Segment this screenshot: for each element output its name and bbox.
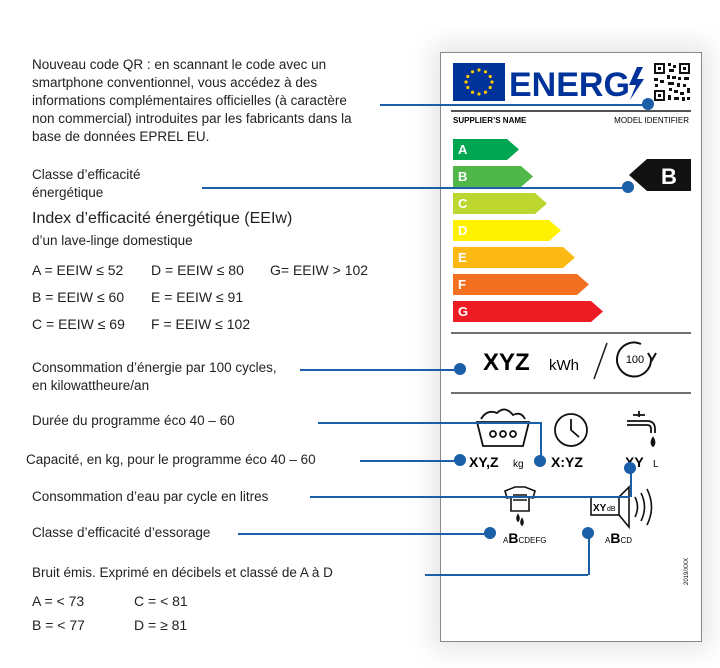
eei-row-2-col-1: B = EEIW ≤ 60 [32,289,125,305]
efficiency-class-connector [202,187,628,189]
spin-class-connector [238,533,490,535]
spin-class-dot [484,527,496,539]
qr-code-dot [642,98,654,110]
energy-class-band-a [453,139,519,160]
noise-dot [582,527,594,539]
noise-row-2-col-1: B = < 77 [32,617,85,633]
noise-connector-vertical [588,533,590,575]
capacity-dot [454,454,466,466]
noise-unit: dB [607,506,616,513]
energy-class-letter-f: F [458,277,466,292]
clock-icon [554,413,588,447]
energy-class-letter-d: D [458,223,467,238]
eu-stars-icon [464,68,494,96]
energy-value: XYZ [483,349,530,376]
energy-consumption-connector [300,369,460,371]
water-tap-icon [627,411,656,448]
energy-class-letter-g: G [458,304,468,319]
water-consumption-description: Consommation d’eau par cycle en litres [32,489,269,504]
energy-class-letter-b: B [458,169,467,184]
cycles-count: 100 [626,354,644,366]
water-consumption-connector-vertical [630,468,632,497]
qr-code-description: Nouveau code QR : en scannant le code av… [32,57,352,144]
energy-consumption-dot [454,363,466,375]
eei-row-1-col-2: D = EEIW ≤ 80 [151,262,244,278]
cycles-icon [616,341,657,378]
energy-class-band-c [453,193,547,214]
noise-description: Bruit émis. Exprimé en décibels et class… [32,565,333,580]
water-consumption-dot [624,462,636,474]
laundry-basket-icon [475,408,531,447]
capacity-value: XY,Z [469,454,499,470]
qr-code-icon [653,62,691,102]
noise-row-1-col-1: A = < 73 [32,593,85,609]
eei-title: Index d’efficacité énergétique (EEIw) [32,210,293,227]
water-consumption-connector [310,496,630,498]
eei-row-3-col-2: F = EEIW ≤ 102 [151,316,251,332]
regulation-number: 2019/XXX [684,558,690,585]
efficiency-class-dot [622,181,634,193]
eei-row-1-col-1: A = EEIW ≤ 52 [32,262,124,278]
eei-row-1-col-3: G= EEIW > 102 [270,262,369,278]
energy-consumption-description: Consommation d’énergie par 100 cycles, e… [32,360,277,393]
spin-class-scale: ABCDEFG [503,530,546,546]
eei-subtitle: d’un lave-linge domestique [32,233,193,248]
spin-class-description: Classe d’efficacité d’essorage [32,525,211,540]
energy-class-letter-c: C [458,196,468,211]
energy-word: ENERG [509,66,630,104]
energy-class-band-b [453,166,533,187]
efficiency-class-description: Classe d’efficacité énergétique [32,167,141,200]
programme-duration-dot [534,455,546,467]
energy-label: ENERG SUPPLIER’S NAME MODEL IDENTIFIER A… [440,52,702,642]
energy-class-band-e [453,247,575,268]
noise-class-scale: ABCD [605,530,632,546]
selected-class-letter: B [661,164,677,189]
noise-row-1-col-2: C = < 81 [134,593,188,609]
noise-row-2-col-2: D = ≥ 81 [134,617,188,633]
water-unit: L [653,459,659,470]
energy-class-band-d [453,220,561,241]
capacity-connector [360,460,460,462]
qr-code-connector [380,104,648,106]
energy-class-band-g [453,301,603,322]
selected-class-indicator: B [629,159,691,191]
eei-row-2-col-2: E = EEIW ≤ 91 [151,289,244,305]
noise-value: XY [593,503,607,514]
programme-duration-connector-vertical [540,422,542,460]
duration-value: X:YZ [551,454,583,470]
energy-class-letter-a: A [458,142,468,157]
programme-duration-connector [318,422,540,424]
energy-class-letter-e: E [458,250,467,265]
noise-connector [425,574,588,576]
capacity-unit: kg [513,459,524,470]
spin-shirt-icon [504,486,536,527]
energy-unit: kWh [549,357,579,374]
capacity-description: Capacité, en kg, pour le programme éco 4… [26,452,316,467]
model-identifier: MODEL IDENTIFIER [614,116,689,125]
energy-label-graphic: ENERG SUPPLIER’S NAME MODEL IDENTIFIER A… [451,62,691,585]
programme-duration-description: Durée du programme éco 40 – 60 [32,413,235,428]
energy-class-band-f [453,274,589,295]
speaker-icon [590,485,653,530]
supplier-name: SUPPLIER’S NAME [453,116,527,125]
eei-row-3-col-1: C = EEIW ≤ 69 [32,316,125,332]
lightning-icon [629,67,644,100]
energy-class-scale: ABCDEFG [453,139,603,322]
